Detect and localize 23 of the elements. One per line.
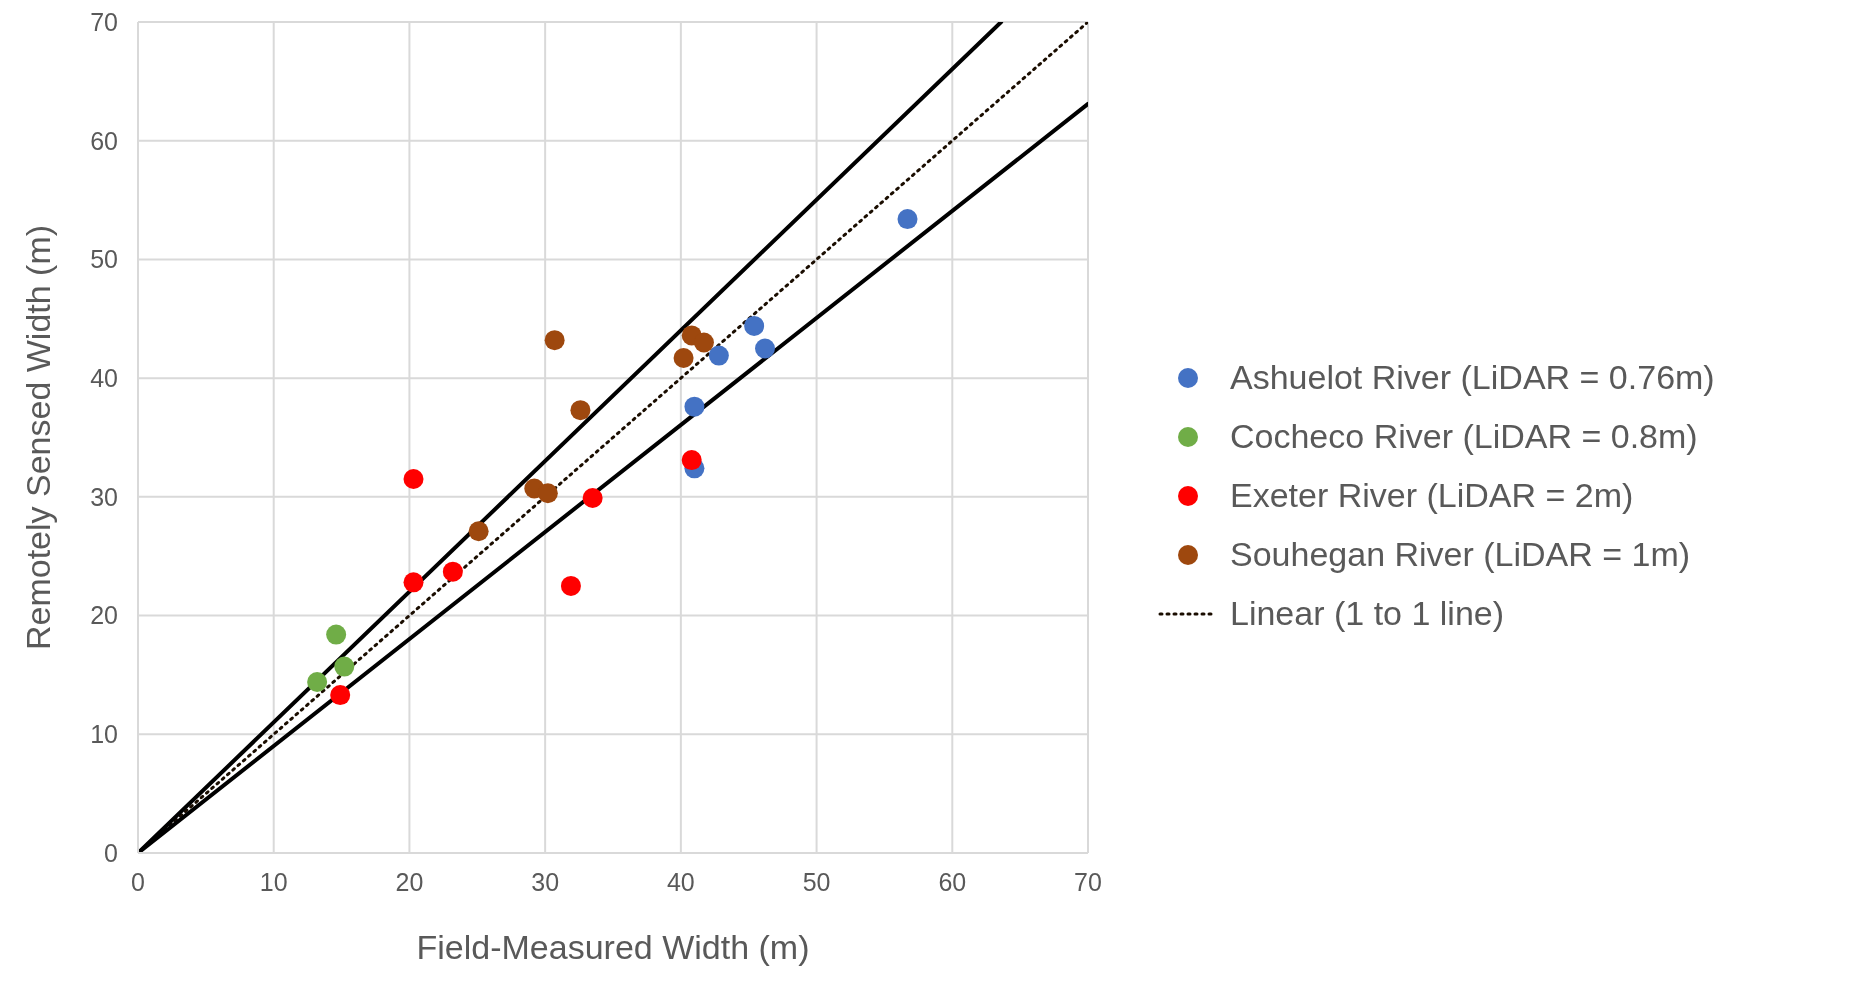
y-tick-label: 30	[90, 482, 118, 511]
x-axis-title: Field-Measured Width (m)	[416, 928, 810, 966]
y-tick-label: 70	[90, 7, 118, 36]
y-tick-label: 20	[90, 601, 118, 630]
x-tick-label: 0	[131, 867, 145, 896]
x-tick-label: 30	[531, 867, 560, 896]
legend-label: Ashuelot River (LiDAR = 0.76m)	[1230, 358, 1715, 397]
x-tick-label: 10	[259, 867, 288, 896]
legend-label: Linear (1 to 1 line)	[1230, 594, 1505, 633]
y-tick-label: 40	[90, 364, 118, 393]
x-tick-label: 70	[1074, 867, 1102, 896]
y-tick-label: 60	[90, 126, 118, 155]
x-tick-label: 60	[938, 867, 967, 896]
y-tick-label: 0	[104, 838, 118, 867]
x-tick-label: 20	[395, 867, 424, 896]
legend-label: Exeter River (LiDAR = 2m)	[1230, 476, 1634, 515]
legend-label: Cocheco River (LiDAR = 0.8m)	[1230, 417, 1698, 456]
y-axis-title: Remotely Sensed Width (m)	[19, 224, 58, 651]
x-tick-label: 40	[666, 867, 695, 896]
legend-label: Souhegan River (LiDAR = 1m)	[1230, 535, 1691, 574]
y-tick-label: 10	[90, 720, 118, 749]
x-tick-label: 50	[802, 867, 831, 896]
y-tick-label: 50	[90, 245, 118, 274]
